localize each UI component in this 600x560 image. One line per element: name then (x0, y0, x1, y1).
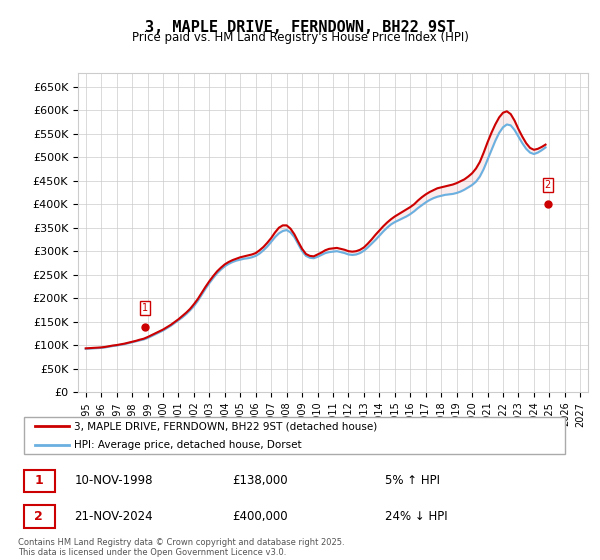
Text: 1: 1 (34, 474, 43, 487)
Text: 3, MAPLE DRIVE, FERNDOWN, BH22 9ST (detached house): 3, MAPLE DRIVE, FERNDOWN, BH22 9ST (deta… (74, 421, 377, 431)
FancyBboxPatch shape (23, 417, 565, 454)
Text: £400,000: £400,000 (232, 510, 288, 523)
Text: 5% ↑ HPI: 5% ↑ HPI (385, 474, 440, 487)
FancyBboxPatch shape (23, 469, 55, 492)
Text: 2: 2 (545, 180, 551, 190)
Text: Contains HM Land Registry data © Crown copyright and database right 2025.
This d: Contains HM Land Registry data © Crown c… (18, 538, 344, 557)
Text: 24% ↓ HPI: 24% ↓ HPI (385, 510, 447, 523)
Text: £138,000: £138,000 (232, 474, 288, 487)
Text: 21-NOV-2024: 21-NOV-2024 (74, 510, 153, 523)
Text: HPI: Average price, detached house, Dorset: HPI: Average price, detached house, Dors… (74, 440, 302, 450)
Text: 3, MAPLE DRIVE, FERNDOWN, BH22 9ST: 3, MAPLE DRIVE, FERNDOWN, BH22 9ST (145, 20, 455, 35)
FancyBboxPatch shape (23, 505, 55, 528)
Text: 10-NOV-1998: 10-NOV-1998 (74, 474, 153, 487)
Text: 1: 1 (142, 303, 148, 313)
Text: Price paid vs. HM Land Registry's House Price Index (HPI): Price paid vs. HM Land Registry's House … (131, 31, 469, 44)
Text: 2: 2 (34, 510, 43, 523)
